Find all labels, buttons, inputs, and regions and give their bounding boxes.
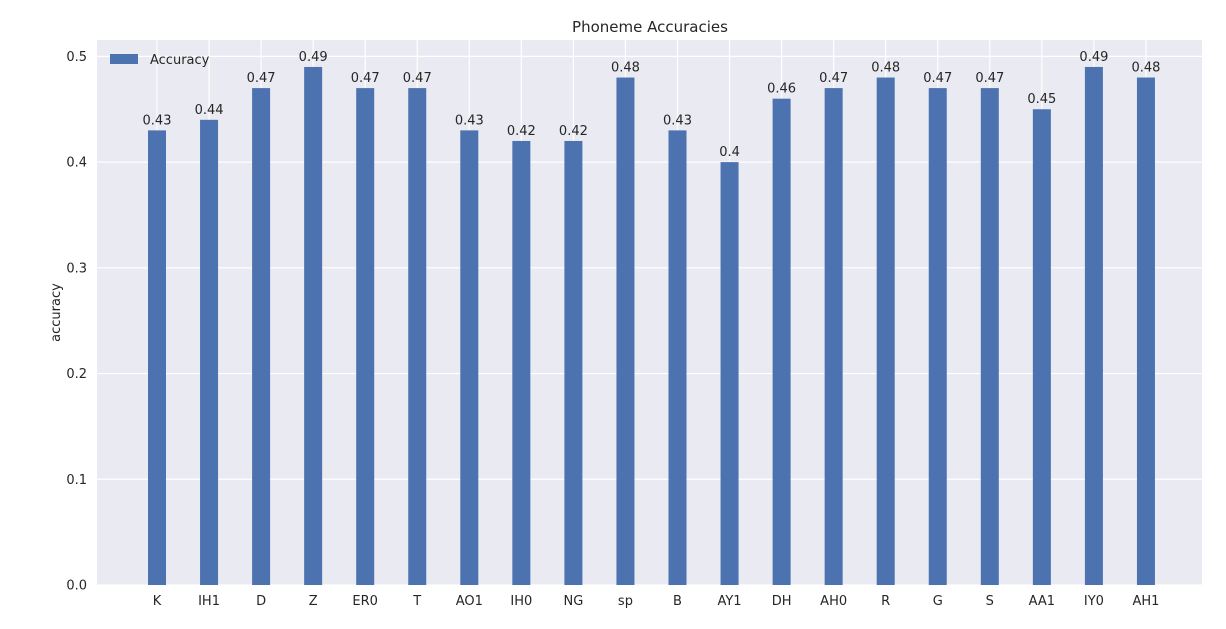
x-tick-label: Z [309, 594, 318, 609]
bar-G [928, 88, 947, 585]
bar-AH0 [824, 88, 843, 585]
bar-label-sp: 0.48 [611, 61, 640, 76]
legend-swatch [110, 54, 138, 64]
x-tick-label: B [673, 594, 682, 609]
bar-S [980, 88, 999, 585]
bar-label-D: 0.47 [247, 71, 276, 86]
x-tick-label: sp [618, 594, 633, 609]
x-tick-label: S [986, 594, 994, 609]
x-tick-label: NG [563, 594, 583, 609]
bars [148, 66, 1155, 586]
x-tick-label: AY1 [717, 594, 741, 609]
chart-title: Phoneme Accuracies [572, 18, 728, 36]
x-tick-label: AH0 [820, 594, 847, 609]
y-axis-ticks: 0.0 0.1 0.2 0.3 0.4 0.5 [66, 50, 87, 594]
bar-label-K: 0.43 [143, 113, 172, 128]
bar-AY1 [720, 162, 739, 585]
bar-Z [304, 66, 323, 586]
x-tick-label: R [881, 594, 890, 609]
bar-label-R: 0.48 [871, 61, 900, 76]
x-tick-label: G [933, 594, 943, 609]
bar-IH0 [512, 140, 531, 585]
x-tick-label: ER0 [352, 594, 378, 609]
bar-label-AY1: 0.4 [719, 145, 740, 160]
y-tick-label: 0.4 [66, 156, 87, 171]
bar-D [252, 88, 271, 585]
bar-label-DH: 0.46 [767, 82, 796, 97]
bar-label-S: 0.47 [975, 71, 1004, 86]
x-axis-ticks: K IH1 D Z ER0 T AO1 IH0 NG sp B AY1 DH AH0 R G S AA1 IY0 AH… [153, 594, 1160, 609]
bar-label-IH1: 0.44 [195, 103, 224, 118]
bar-T [408, 88, 427, 585]
bar-R [876, 77, 895, 585]
bar-IY0 [1084, 66, 1103, 586]
bar-value-labels: 0.43 0.44 0.47 0.49 0.47 0.47 0.43 0.42 0.42 0.48… [143, 50, 1161, 160]
bar-label-B: 0.43 [663, 113, 692, 128]
y-tick-label: 0.2 [66, 367, 87, 382]
bar-label-AH1: 0.48 [1131, 61, 1160, 76]
bar-label-AO1: 0.43 [455, 113, 484, 128]
legend: Accuracy [110, 53, 210, 68]
bar-IH1 [200, 119, 219, 586]
y-tick-label: 0.5 [66, 50, 87, 65]
x-tick-label: AA1 [1029, 594, 1055, 609]
bar-AH1 [1136, 77, 1155, 585]
x-tick-label: K [153, 594, 162, 609]
x-tick-label: IH1 [198, 594, 220, 609]
bar-B [668, 130, 687, 585]
x-tick-label: DH [772, 594, 792, 609]
bar-label-G: 0.47 [923, 71, 952, 86]
bar-K [148, 130, 166, 585]
y-tick-label: 0.0 [66, 579, 87, 594]
bar-label-AH0: 0.47 [819, 71, 848, 86]
bar-label-AA1: 0.45 [1027, 92, 1056, 107]
bar-label-T: 0.47 [403, 71, 432, 86]
bar-AA1 [1032, 109, 1051, 586]
plot-area [97, 40, 1202, 585]
y-tick-label: 0.1 [66, 473, 87, 488]
bar-label-Z: 0.49 [299, 50, 328, 65]
x-tick-label: IH0 [510, 594, 532, 609]
bar-sp [616, 77, 635, 585]
x-tick-label: IY0 [1084, 594, 1104, 609]
bar-label-IH0: 0.42 [507, 124, 536, 139]
x-tick-label: AH1 [1132, 594, 1159, 609]
bar-label-NG: 0.42 [559, 124, 588, 139]
bar-ER0 [356, 88, 375, 585]
bar-AO1 [460, 130, 479, 585]
x-tick-label: D [256, 594, 266, 609]
bar-DH [772, 98, 791, 586]
bar-label-ER0: 0.47 [351, 71, 380, 86]
x-tick-label: AO1 [456, 594, 483, 609]
x-tick-label: T [412, 594, 421, 609]
y-axis-label: accuracy [49, 283, 64, 342]
legend-label: Accuracy [150, 53, 210, 68]
bar-label-IY0: 0.49 [1079, 50, 1108, 65]
bar-NG [564, 140, 583, 585]
y-tick-label: 0.3 [66, 261, 87, 276]
